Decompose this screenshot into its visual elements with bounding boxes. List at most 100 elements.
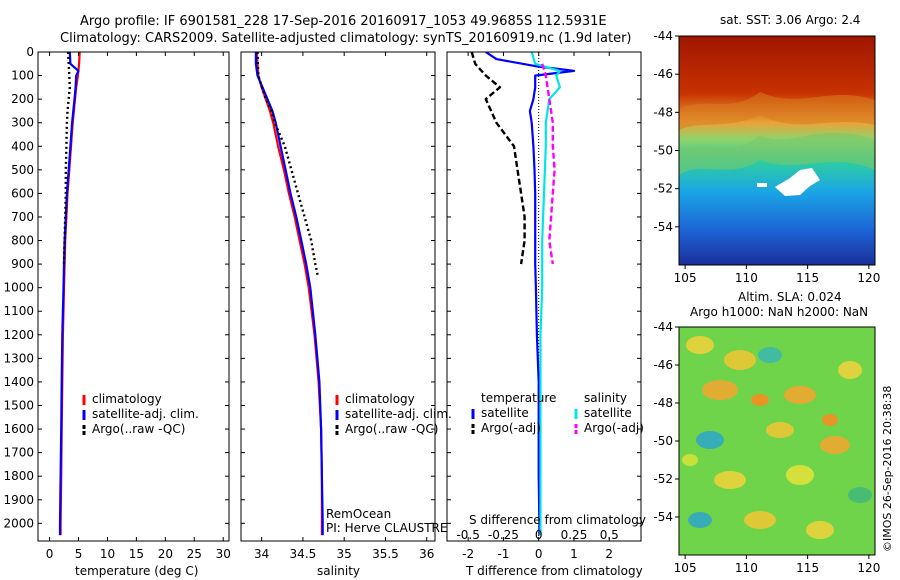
sla-anomaly-blob — [686, 336, 714, 354]
sla-anomaly-blob — [696, 431, 724, 449]
sla-anomaly-blob — [786, 465, 814, 485]
sst-warm-band — [679, 92, 875, 130]
salinity-xtick-label: 34.5 — [290, 547, 317, 561]
temperature-xtick-label: 25 — [187, 547, 202, 561]
sst-ytick-label: -46 — [653, 67, 673, 81]
diff-s-xtick-label: 0.5 — [600, 528, 619, 542]
diff-series-satellite — [485, 52, 576, 536]
imos-stamp: ©IMOS 26-Sep-2016 20:38:38 — [881, 386, 894, 552]
difference-panel — [470, 52, 576, 541]
salinity-legend-label: satellite-adj. clim. — [345, 407, 452, 421]
salinity-xlabel: salinity — [317, 564, 360, 578]
ytick-label: 700 — [11, 210, 34, 224]
sst-ytick-label: -54 — [653, 220, 673, 234]
sla-ytick-label: -44 — [653, 320, 673, 334]
ytick-label: 300 — [11, 116, 34, 130]
ytick-label: 200 — [11, 92, 34, 106]
sst-cloud-mask-small — [757, 183, 767, 187]
sla-map-panel — [678, 326, 876, 556]
sla-anomaly-blob — [688, 512, 712, 528]
diff-t-legend-label: Argo(-adj) — [481, 421, 541, 435]
temperature-xtick-label: 10 — [100, 547, 115, 561]
sla-xtick-label: 105 — [674, 561, 697, 575]
sla-anomaly-blob — [724, 350, 756, 370]
salinity-axes: 34 34.5 35 35.5 36 — [240, 51, 436, 561]
diff-xtick-label: 1 — [570, 547, 578, 561]
sla-ytick-label: -52 — [653, 472, 673, 486]
sst-cloud-mask — [775, 168, 820, 196]
salinity-legend-label: Argo(..raw -QC) — [345, 422, 438, 436]
ytick-label: 1300 — [3, 351, 34, 365]
salinity-xtick-label: 35 — [337, 547, 352, 561]
ytick-label: 1600 — [3, 422, 34, 436]
sst-front-shading — [679, 132, 875, 175]
credit-program: RemOcean — [326, 507, 391, 521]
salinity-xtick-label: 36 — [419, 547, 434, 561]
sst-xtick-label: 115 — [796, 271, 819, 285]
ytick-label: 1700 — [3, 446, 34, 460]
diff-s-xtick-label: 0 — [535, 528, 543, 542]
diff-legend-header-t: temperature — [481, 391, 556, 405]
diff-series-argo-adj- — [541, 63, 556, 265]
sla-ytick-label: -50 — [653, 434, 673, 448]
ytick-label: 400 — [11, 139, 34, 153]
ytick-label: 2000 — [3, 516, 34, 530]
sla-anomaly-blob — [784, 386, 816, 404]
sla-anomaly-blob — [766, 422, 794, 438]
diff-series-argo-adj- — [470, 52, 526, 265]
sla-anomaly-blob — [848, 487, 872, 503]
salinity-series-satellite — [254, 52, 324, 536]
temperature-panel — [58, 52, 81, 536]
sst-ytick-label: -48 — [653, 105, 673, 119]
diff-xlabel-s: S difference from climatology — [469, 513, 646, 527]
sla-xtick-label: 115 — [796, 561, 819, 575]
ytick-label: 1000 — [3, 281, 34, 295]
sla-map-title: Altim. SLA: 0.024 — [738, 290, 842, 304]
temperature-series-satellite — [58, 52, 80, 536]
sla-anomaly-blob — [682, 454, 698, 466]
salinity-xtick-label: 34 — [254, 547, 269, 561]
ytick-label: 1200 — [3, 328, 34, 342]
sla-anomaly-blob — [744, 511, 776, 529]
diff-s-xtick-label: -0.25 — [488, 528, 519, 542]
diff-xtick-label: 2 — [605, 547, 613, 561]
temperature-legend-label: satellite-adj. clim. — [92, 407, 199, 421]
diff-xtick-label: -2 — [462, 547, 474, 561]
ytick-label: 100 — [11, 69, 34, 83]
ytick-label: 800 — [11, 234, 34, 248]
diff-s-xtick-label: -0.5 — [456, 528, 479, 542]
sla-anomaly-blob — [822, 414, 838, 426]
temperature-xtick-label: 0 — [46, 547, 54, 561]
diff-s-legend-label: satellite — [584, 406, 632, 420]
temperature-legend-label: Argo(..raw -QC) — [92, 422, 185, 436]
sst-ytick-label: -52 — [653, 182, 673, 196]
sla-anomaly-blob — [806, 521, 834, 539]
sst-ytick-label: -50 — [653, 144, 673, 158]
header-line1: Argo profile: IF 6901581_228 17-Sep-2016… — [80, 14, 607, 29]
diff-xlabel-t: T difference from climatology — [465, 564, 643, 578]
sst-map-title: sat. SST: 3.06 Argo: 2.4 — [720, 13, 860, 27]
temperature-xtick-label: 30 — [216, 547, 231, 561]
diff-s-xtick-label: 0.25 — [561, 528, 588, 542]
ytick-label: 1500 — [3, 398, 34, 412]
ytick-label: 0 — [26, 45, 34, 59]
sst-map-panel — [678, 35, 876, 266]
salinity-xtick-label: 35.5 — [372, 547, 399, 561]
temperature-xtick-label: 15 — [129, 547, 144, 561]
sla-map-subtitle: Argo h1000: NaN h2000: NaN — [690, 305, 868, 319]
temperature-frame — [37, 51, 230, 542]
sst-ytick-label: -44 — [653, 29, 673, 43]
ytick-label: 1400 — [3, 375, 34, 389]
ytick-label: 1100 — [3, 304, 34, 318]
sla-ytick-label: -48 — [653, 396, 673, 410]
ytick-label: 900 — [11, 257, 34, 271]
difference-axes: -2 -1 0 1 2 -0.5 -0.25 0 0.25 0.5 — [446, 51, 642, 561]
ytick-label: 1800 — [3, 469, 34, 483]
sla-anomaly-blob — [758, 347, 782, 363]
diff-xtick-label: 0 — [535, 547, 543, 561]
ytick-label: 600 — [11, 186, 34, 200]
diff-t-legend-label: satellite — [481, 406, 529, 420]
sla-anomaly-blob — [702, 380, 738, 400]
